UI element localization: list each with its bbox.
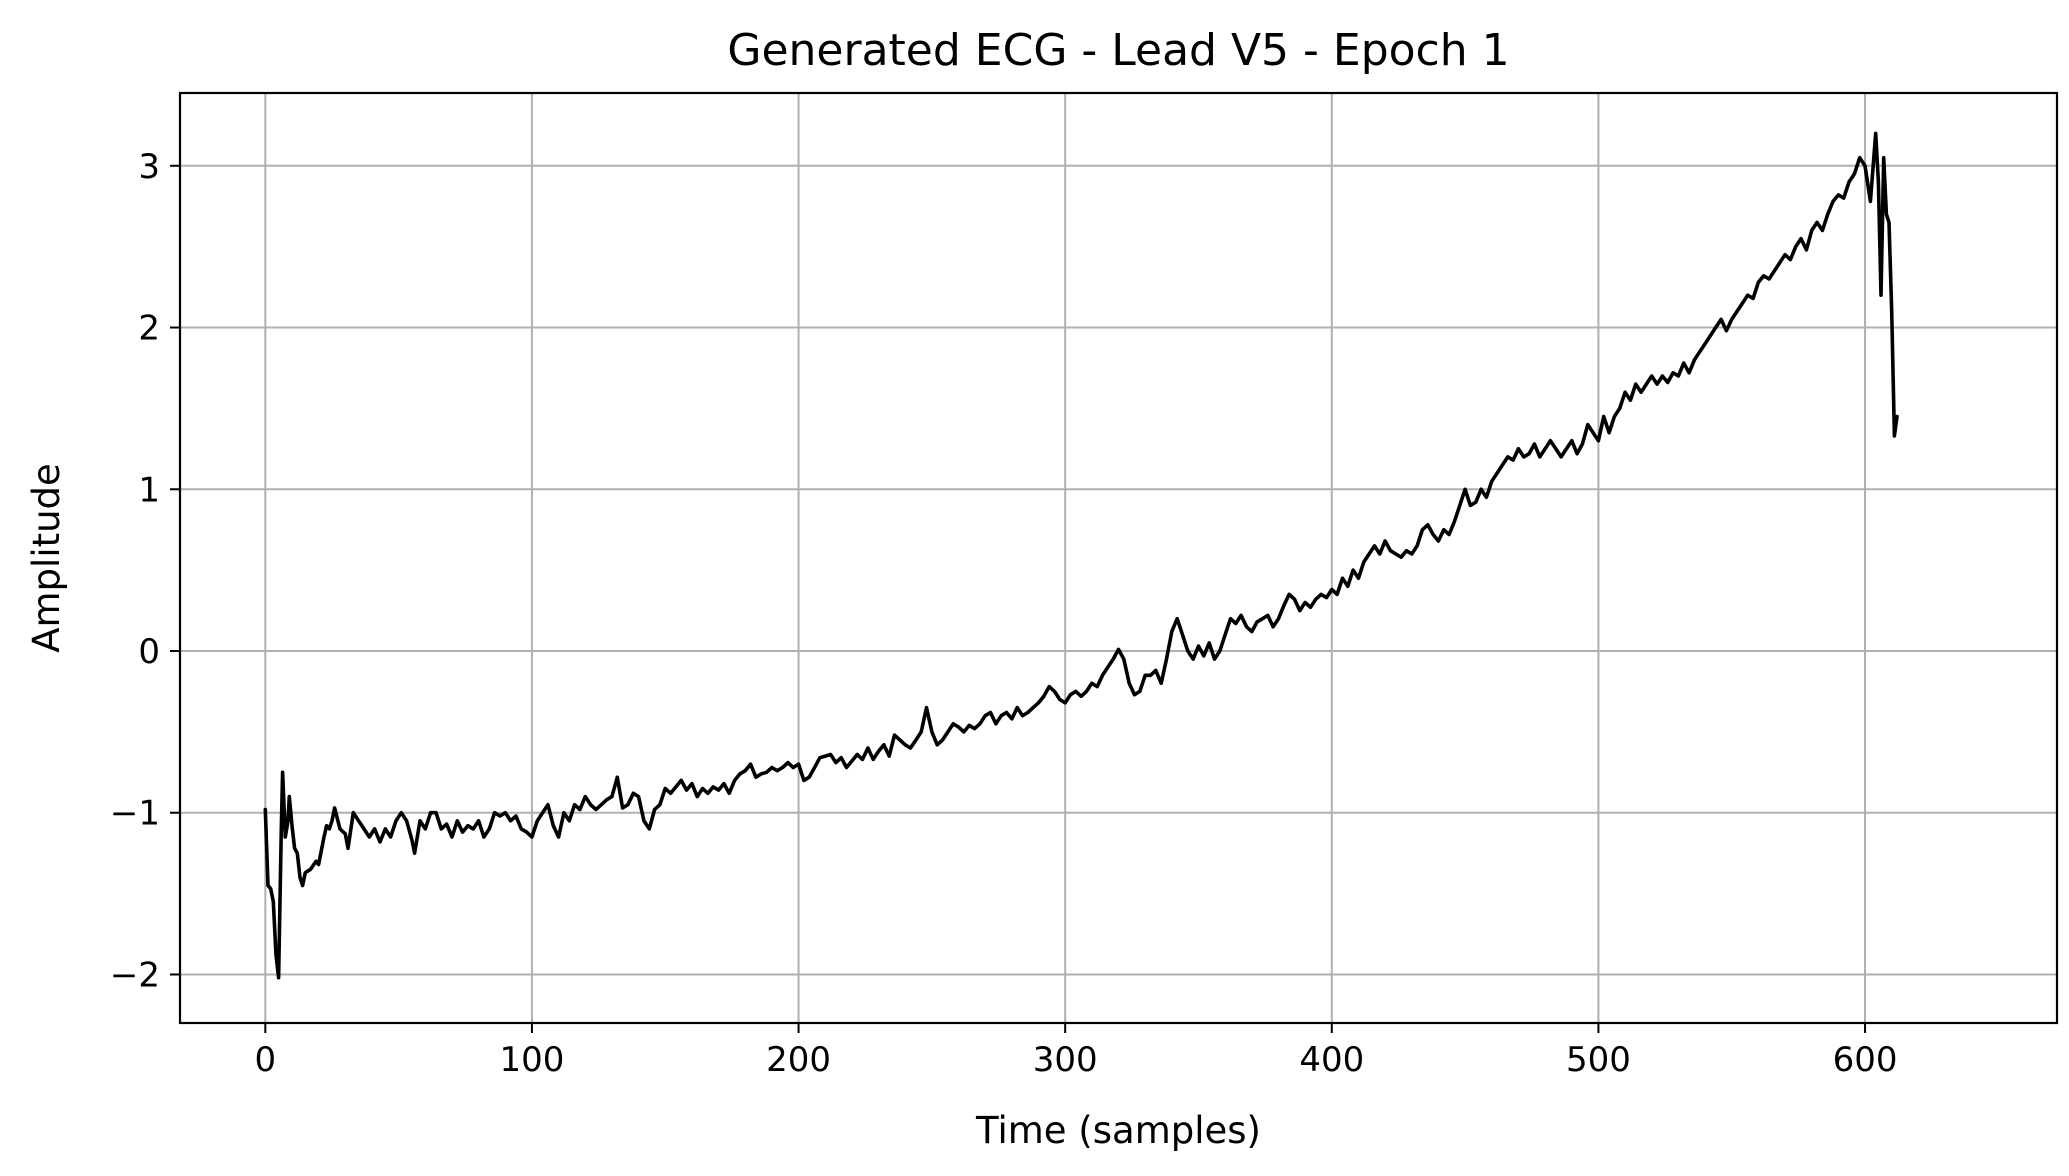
x-tick-label: 300	[1033, 1040, 1098, 1080]
y-tick-label: −2	[110, 955, 160, 995]
x-tick-label: 0	[254, 1040, 276, 1080]
x-tick-label: 200	[766, 1040, 831, 1080]
plot-area	[263, 131, 1899, 980]
plot-frame	[178, 91, 2059, 1025]
y-tick-label: 1	[138, 470, 160, 510]
x-tick-label: 500	[1566, 1040, 1631, 1080]
axis-ticks: 0 100 200 300 400 500 600 −2 −1 0 1 2 3	[110, 147, 1898, 1080]
x-tick-label: 400	[1299, 1040, 1364, 1080]
x-axis-label: Time (samples)	[975, 1109, 1261, 1152]
y-tick-label: 0	[138, 632, 160, 672]
y-tick-label: 2	[138, 309, 160, 349]
x-tick-label: 600	[1833, 1040, 1898, 1080]
y-axis-label: Amplitude	[25, 463, 68, 653]
y-tick-label: −1	[110, 794, 160, 834]
x-tick-label: 100	[499, 1040, 564, 1080]
grid-lines	[180, 93, 2057, 1023]
y-tick-label: 3	[138, 147, 160, 187]
ecg-series-line	[263, 131, 1899, 980]
chart-title: Generated ECG - Lead V5 - Epoch 1	[727, 25, 1509, 76]
